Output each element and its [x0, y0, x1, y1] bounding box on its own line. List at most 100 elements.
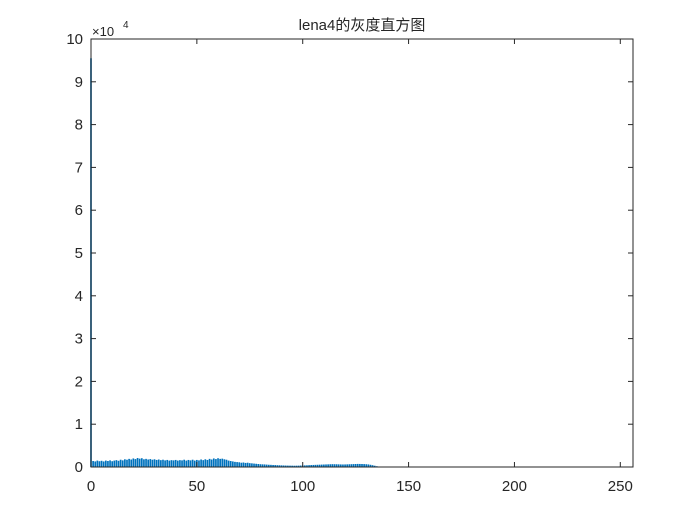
histogram-bar [97, 461, 99, 467]
x-tick-label: 0 [87, 478, 95, 495]
histogram-bar [207, 460, 209, 467]
histogram-bar [124, 459, 126, 467]
histogram-bar [247, 463, 249, 467]
histogram-bar [219, 459, 221, 467]
histogram-bar [171, 460, 173, 467]
ticks-group: 0 50 100 150 200 250 0 1 2 3 4 5 6 7 8 9 10 [66, 31, 633, 495]
histogram-bar [245, 463, 247, 467]
histogram-bar [226, 460, 228, 467]
histogram-bar [238, 462, 240, 467]
x-tick-label: 50 [189, 478, 206, 495]
x-tick-label: 100 [290, 478, 315, 495]
histogram-bar [249, 463, 251, 467]
histogram-bar [240, 463, 242, 467]
histogram-bar [118, 461, 120, 467]
y-tick-label: 5 [75, 245, 83, 262]
histogram-bar [154, 459, 156, 467]
histogram-bar [107, 461, 109, 467]
y-tick-label: 0 [75, 459, 83, 476]
histogram-bar [111, 461, 113, 467]
x-tick-label: 200 [502, 478, 527, 495]
histogram-bar [137, 458, 139, 467]
histogram-bar [158, 460, 160, 467]
histogram-bar [164, 460, 166, 467]
histogram-bar [183, 460, 185, 467]
histogram-bar [200, 460, 202, 467]
histogram-bar [139, 459, 141, 467]
histogram-bar [211, 460, 213, 467]
histogram-bar [145, 459, 147, 467]
histogram-bar [122, 460, 124, 467]
y-exponent-label: ×10 4 [92, 20, 129, 39]
histogram-bar [221, 459, 223, 467]
histogram-bar [103, 461, 105, 467]
histogram-bar [236, 462, 238, 467]
histogram-bar [156, 460, 158, 467]
histogram-bar [253, 464, 255, 467]
y-tick-label: 4 [75, 288, 83, 305]
histogram-bar [101, 461, 103, 467]
histogram-bar [190, 460, 192, 467]
histogram-bar [116, 460, 118, 467]
histogram-bar [251, 463, 253, 467]
histogram-bar [181, 460, 183, 467]
y-tick-label: 8 [75, 117, 83, 134]
histogram-bar [128, 459, 130, 467]
histogram-bar [224, 459, 226, 467]
histogram-bar [204, 459, 206, 467]
histogram-bar [175, 460, 177, 467]
histogram-bar [147, 460, 149, 467]
histogram-bar [162, 460, 164, 467]
histogram-bar [109, 460, 111, 467]
histogram-bar [133, 458, 135, 467]
histogram-bar [120, 460, 122, 467]
histogram-bar [217, 458, 219, 467]
histogram-bar [215, 459, 217, 467]
histogram-bar [135, 459, 137, 467]
y-tick-label: 7 [75, 159, 83, 176]
histogram-bar [173, 460, 175, 467]
histogram-bar [92, 461, 94, 467]
histogram-bar [130, 460, 132, 467]
y-tick-label: 6 [75, 202, 83, 219]
histogram-bar [228, 461, 230, 467]
histogram-bar [141, 458, 143, 467]
histogram-bar [185, 461, 187, 467]
bars-group [90, 58, 382, 467]
histogram-bar [232, 461, 234, 467]
x-tick-label: 250 [608, 478, 633, 495]
chart-title: lena4的灰度直方图 [299, 17, 426, 34]
histogram-bar [188, 460, 190, 467]
x-tick-label: 150 [396, 478, 421, 495]
y-exponent-base: ×10 [92, 24, 114, 39]
histogram-bar [234, 462, 236, 467]
histogram-bar [179, 460, 181, 467]
y-tick-label: 2 [75, 373, 83, 390]
histogram-bar [243, 463, 245, 467]
histogram-bar [198, 460, 200, 467]
histogram-bar [160, 460, 162, 467]
y-tick-label: 3 [75, 331, 83, 348]
histogram-bar [152, 460, 154, 467]
histogram-bar [209, 459, 211, 467]
histogram-bar [168, 461, 170, 467]
histogram-bar [99, 461, 101, 467]
histogram-bar [126, 460, 128, 467]
histogram-bar [194, 461, 196, 467]
histogram-bar [213, 458, 215, 467]
y-tick-label: 10 [66, 31, 83, 48]
histogram-bar [94, 461, 96, 467]
histogram-bar [105, 461, 107, 467]
histogram-bar [192, 460, 194, 467]
histogram-bar [202, 460, 204, 467]
histogram-bar [230, 461, 232, 467]
histogram-bar [143, 459, 145, 467]
histogram-bar [177, 461, 179, 467]
histogram-bar [149, 459, 151, 467]
y-exponent-power: 4 [123, 20, 129, 31]
y-tick-label: 9 [75, 74, 83, 91]
y-tick-label: 1 [75, 416, 83, 433]
plot-area-frame [91, 39, 633, 467]
